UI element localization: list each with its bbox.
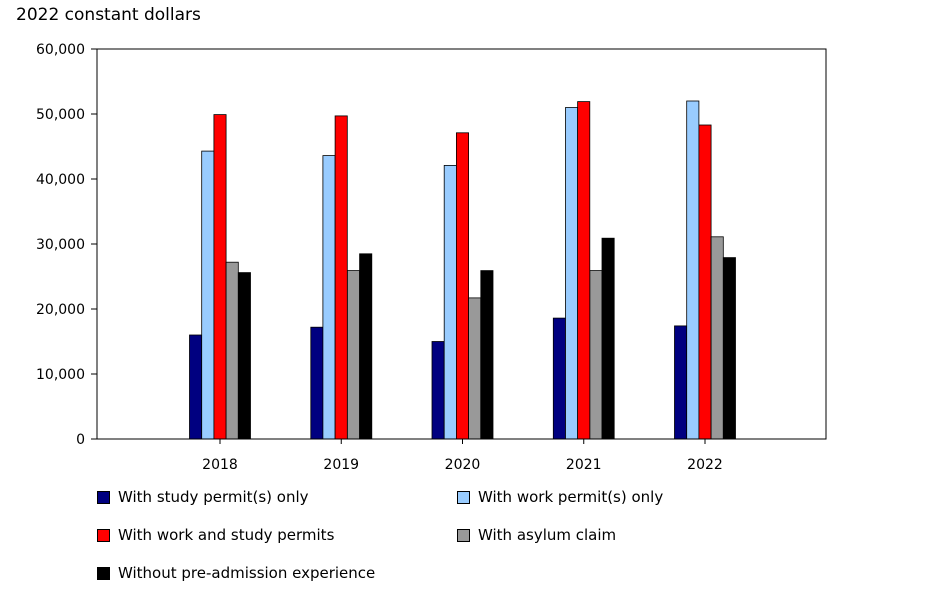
bar-2022-series-4	[710, 236, 724, 440]
legend-label: With work and study permits	[118, 526, 335, 544]
legend-label: With asylum claim	[478, 526, 617, 544]
bar-2019-series-3	[334, 115, 348, 440]
legend-swatch	[97, 528, 110, 542]
y-tick-label: 40,000	[36, 172, 85, 188]
bar-2021-series-4	[589, 270, 603, 440]
legend-item-2: With work permit(s) only	[457, 488, 663, 506]
chart: 2022 constant dollars 0 10,000 20,000 30,00…	[16, 5, 827, 473]
y-tick-label: 30,000	[36, 237, 85, 253]
legend-item-1: With study permit(s) only	[97, 488, 309, 506]
x-tick-label-2022: 2022	[687, 457, 723, 473]
legend-label: With work permit(s) only	[478, 488, 664, 506]
legend-swatch	[97, 566, 110, 580]
legend-item-4: With asylum claim	[457, 526, 616, 544]
bar-2019-series-4	[346, 270, 360, 440]
bar-2020-series-2	[443, 164, 457, 440]
legend-item-3: With work and study permits	[97, 526, 334, 544]
legend-swatch	[457, 490, 470, 504]
plot-frame	[96, 48, 827, 440]
bar-2021-series-1	[552, 317, 566, 440]
bar-2018-series-2	[201, 150, 215, 440]
y-tick-label: 0	[76, 432, 85, 448]
bar-2021-series-3	[577, 101, 591, 440]
x-tick-label-2018: 2018	[202, 457, 238, 473]
x-tick-label-2021: 2021	[566, 457, 602, 473]
legend-item-5: Without pre-admission experience	[97, 564, 375, 582]
y-axis-title: 2022 constant dollars	[16, 5, 201, 25]
bar-2022-series-5	[722, 257, 736, 440]
x-axis: 2018 2019 2020 2021 2022	[202, 439, 723, 473]
bar-2018-series-3	[213, 114, 227, 440]
legend-swatch	[97, 490, 110, 504]
legend-label: With study permit(s) only	[118, 488, 309, 506]
bar-2022-series-3	[698, 124, 712, 440]
y-axis: 0 10,000 20,000 30,000 40,000 50,000 60,000	[36, 42, 97, 448]
bar-2018-series-5	[237, 272, 251, 440]
bar-2022-series-1	[674, 325, 688, 440]
bar-2020-series-3	[455, 132, 469, 440]
bar-2022-series-2	[686, 100, 700, 440]
bar-2019-series-2	[322, 155, 336, 440]
y-tick-label: 60,000	[36, 42, 85, 58]
bar-2020-series-5	[480, 270, 494, 440]
y-tick-label: 20,000	[36, 302, 85, 318]
bar-2018-series-4	[225, 261, 239, 440]
bar-2019-series-5	[359, 253, 373, 440]
legend-swatch	[457, 528, 470, 542]
bar-2020-series-4	[468, 297, 482, 440]
bar-2021-series-5	[601, 237, 615, 440]
legend-label: Without pre-admission experience	[118, 564, 376, 582]
bar-2018-series-1	[189, 334, 203, 440]
y-tick-label: 50,000	[36, 107, 85, 123]
bar-2019-series-1	[310, 326, 324, 440]
x-tick-label-2019: 2019	[323, 457, 359, 473]
bar-2021-series-2	[565, 107, 579, 440]
y-tick-label: 10,000	[36, 367, 85, 383]
x-tick-label-2020: 2020	[445, 457, 481, 473]
bars	[189, 100, 736, 440]
bar-2020-series-1	[431, 341, 445, 440]
